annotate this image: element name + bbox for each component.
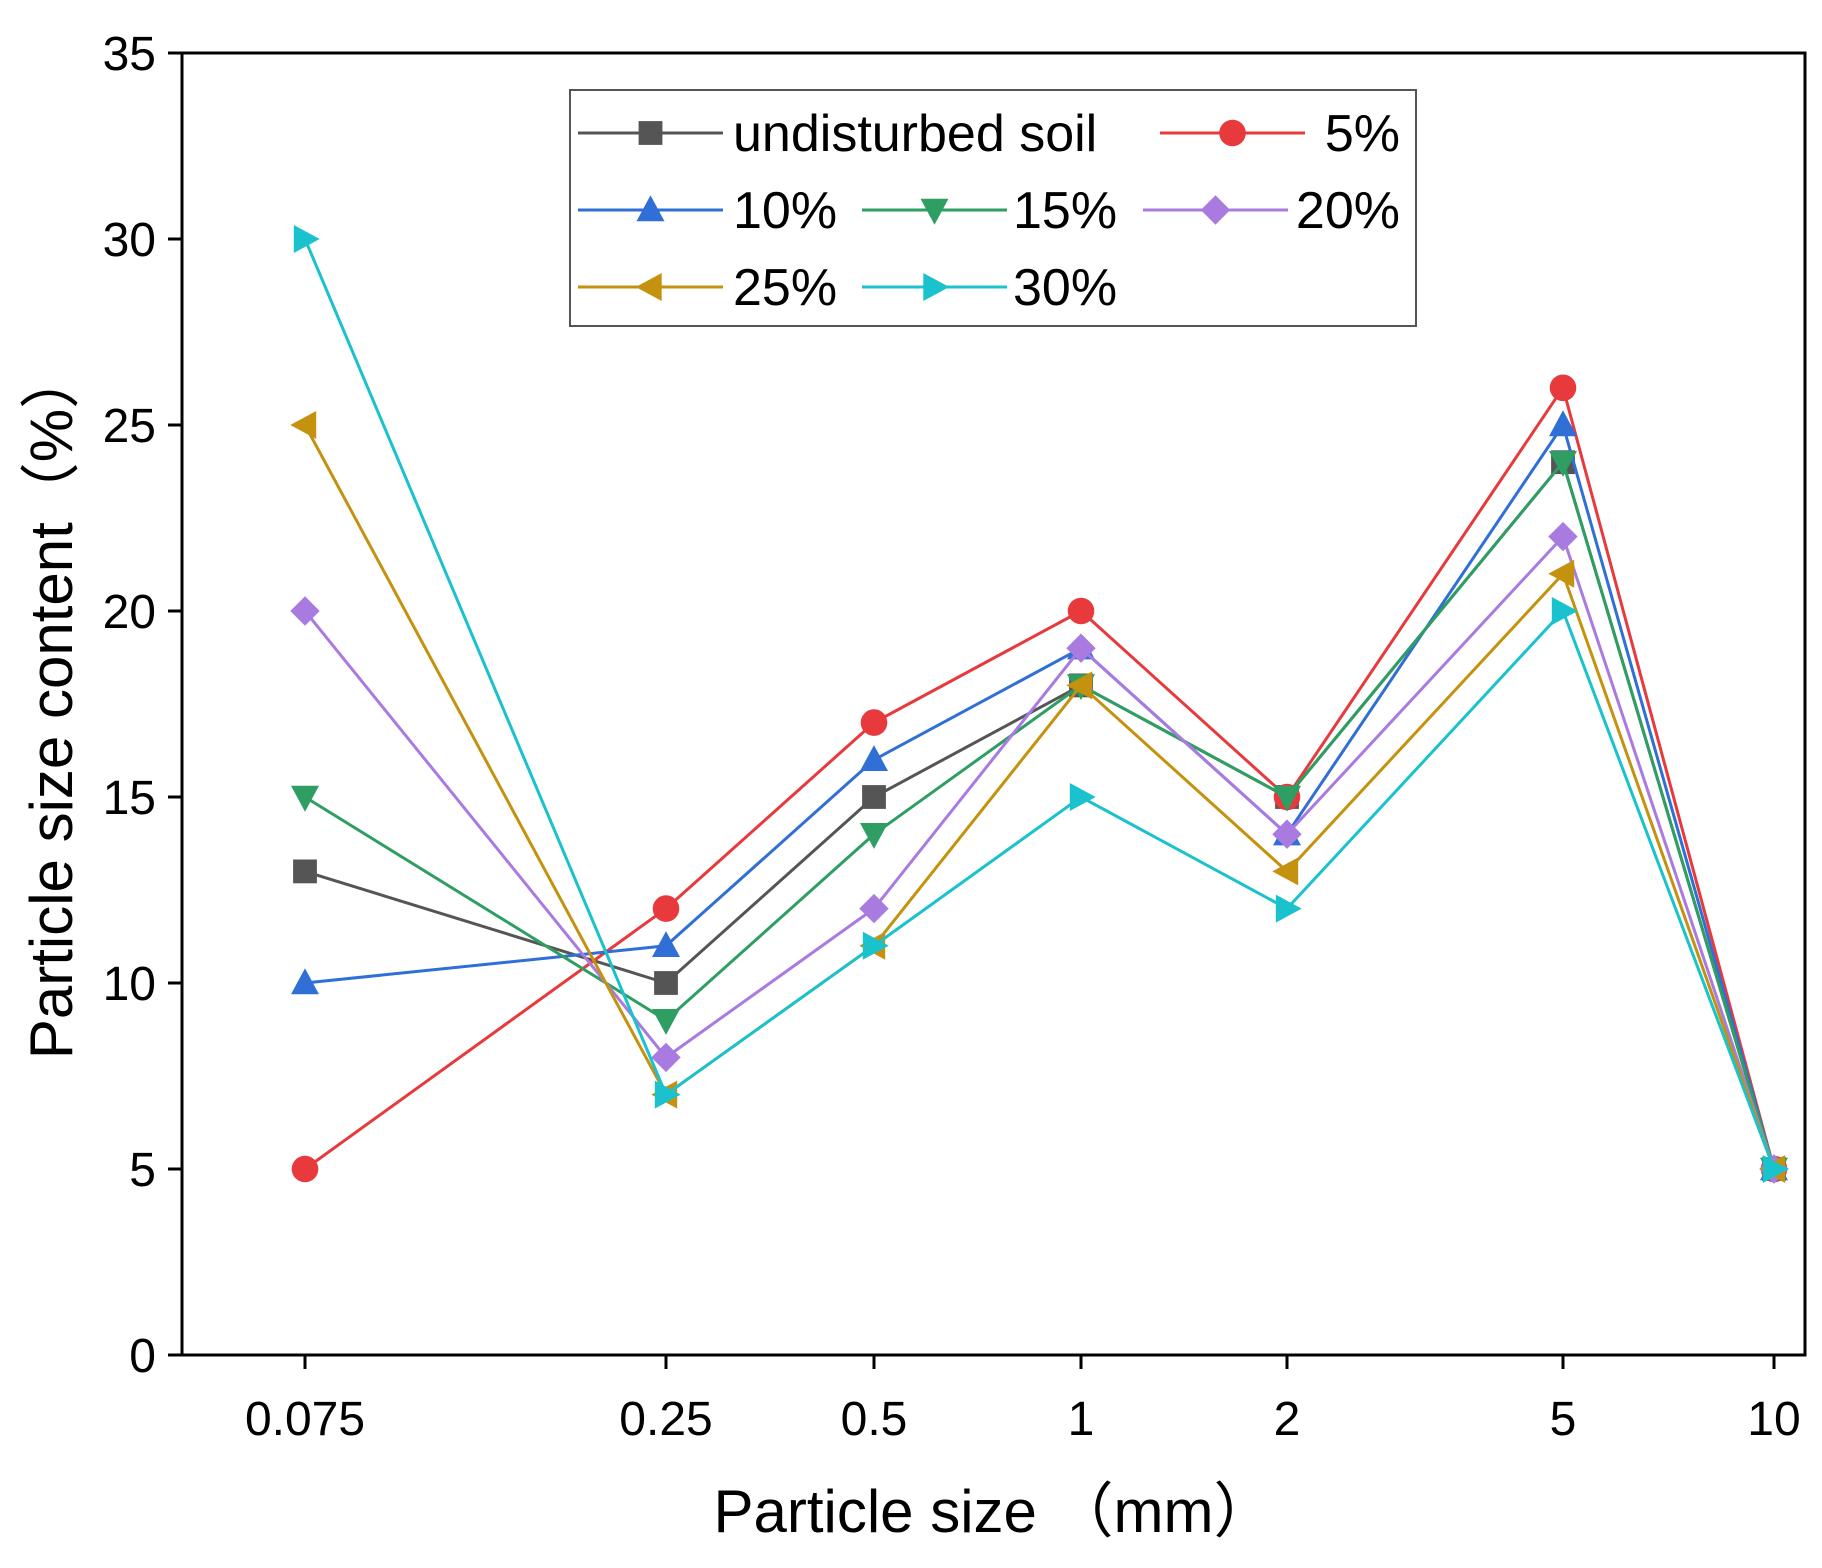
y-tick-label: 20 <box>103 586 156 639</box>
legend-label: 25% <box>733 259 837 317</box>
legend-marker <box>1200 195 1231 225</box>
y-tick-label: 10 <box>103 958 156 1011</box>
legend-item: 10% <box>578 182 837 240</box>
x-tick-label: 0.075 <box>245 1393 365 1446</box>
legend: undisturbed soil 5% 10% 15% 20% 25% 30% <box>569 89 1417 327</box>
data-point <box>293 225 320 253</box>
data-point <box>860 745 888 771</box>
data-point <box>1549 451 1577 477</box>
data-point <box>651 1042 681 1073</box>
legend-marker <box>923 273 950 301</box>
series-line <box>303 533 1776 1170</box>
y-tick-label: 5 <box>129 1144 156 1197</box>
data-point <box>1273 785 1301 812</box>
y-axis-title: Particle size content（%） <box>18 349 85 1059</box>
data-point <box>1762 1155 1789 1183</box>
y-tick-label: 15 <box>103 772 156 825</box>
series-5- <box>291 374 1788 1183</box>
series-line <box>304 459 1776 1170</box>
data-point <box>652 1009 680 1035</box>
data-point <box>1551 597 1578 625</box>
data-point <box>652 895 680 922</box>
data-point <box>293 859 317 884</box>
y-tick-label: 30 <box>103 214 156 267</box>
legend-label: 20% <box>1296 182 1400 240</box>
data-point <box>291 968 319 995</box>
series-20- <box>290 521 1789 1184</box>
data-point <box>291 785 319 812</box>
x-tick-label: 5 <box>1550 1393 1577 1446</box>
data-point <box>291 1155 319 1183</box>
legend-label: 5% <box>1325 105 1400 163</box>
data-point <box>1066 633 1096 663</box>
y-tick-label: 25 <box>103 400 156 453</box>
legend-marker <box>920 198 949 225</box>
series-line <box>304 384 1776 1171</box>
legend-marker <box>636 195 665 222</box>
series-30- <box>293 225 1789 1183</box>
data-point <box>290 596 320 626</box>
data-point <box>1066 671 1093 700</box>
legend-item: 25% <box>578 259 837 317</box>
data-point <box>862 931 889 960</box>
x-tick-label: 10 <box>1747 1393 1800 1446</box>
x-tick-label: 1 <box>1068 1393 1095 1446</box>
data-point <box>1548 559 1575 588</box>
y-tick-label: 0 <box>129 1330 156 1383</box>
data-point <box>859 893 889 924</box>
data-point <box>1272 819 1302 849</box>
data-point <box>862 785 886 809</box>
data-point <box>860 823 888 849</box>
x-tick-label: 0.5 <box>841 1393 908 1446</box>
x-tick-label: 2 <box>1274 1393 1301 1446</box>
data-point <box>1067 597 1095 625</box>
data-point <box>860 709 888 736</box>
plot-frame <box>180 51 1807 1357</box>
legend-item: undisturbed soil <box>578 105 1097 163</box>
data-point <box>1549 410 1577 437</box>
legend-marker <box>638 121 663 145</box>
legend-label: undisturbed soil <box>733 105 1097 163</box>
series-line <box>304 459 1776 1170</box>
legend-item: 20% <box>1143 182 1400 240</box>
data-point <box>1548 521 1578 552</box>
legend-marker <box>1219 119 1246 147</box>
legend-marker <box>635 273 662 301</box>
legend-label: 15% <box>1013 182 1117 240</box>
series-layer <box>290 225 1789 1184</box>
data-point <box>1272 857 1299 886</box>
legend-label: 30% <box>1013 259 1117 317</box>
data-point <box>654 1080 681 1109</box>
data-point <box>290 411 317 439</box>
data-point <box>1549 374 1577 402</box>
legend-item: 5% <box>1160 105 1400 163</box>
x-axis-title: Particle size （mm） <box>713 1478 1273 1545</box>
data-point <box>1275 894 1302 923</box>
data-point <box>1069 783 1096 811</box>
legend-item: 30% <box>862 259 1117 317</box>
data-point <box>654 971 678 995</box>
legend-label: 10% <box>733 182 837 240</box>
data-point <box>652 931 680 957</box>
legend-item: 15% <box>862 182 1117 240</box>
y-tick-label: 35 <box>103 28 156 81</box>
x-tick-label: 0.25 <box>619 1393 712 1446</box>
